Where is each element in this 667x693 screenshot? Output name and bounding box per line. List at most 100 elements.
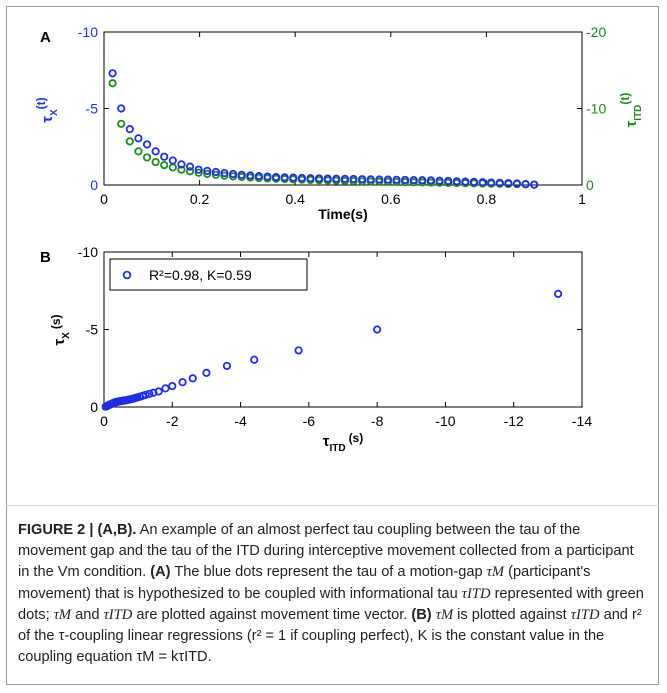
caption-tau-m-3: τM <box>435 606 454 623</box>
caption-text-4: represented with green dots; <box>18 585 644 623</box>
panel-a-point-x <box>314 174 324 183</box>
panel-a-y-right-tick-label: -10 <box>586 101 606 117</box>
panel-a-point-itd <box>142 153 152 162</box>
panel-a-y-right-label: τITD(t) <box>618 93 644 128</box>
panel-a-y-right-ticks: 0 -10 -20 <box>577 24 606 193</box>
panel-a-point-itd <box>108 79 117 88</box>
panel-a-point-x <box>452 177 461 186</box>
panel-a-point-x <box>289 173 298 182</box>
panel-b-point <box>178 378 187 387</box>
panel-b-y-ticks: 0 -5 -10 <box>78 244 582 415</box>
caption-text-6: are plotted against movement time vector… <box>136 606 408 623</box>
panel-a-x-label: Time(s) <box>318 206 368 222</box>
figure-caption: FIGURE 2 | (A,B). An example of an almos… <box>18 520 648 668</box>
panel-a-point-itd <box>220 171 229 180</box>
caption-text-1: An example of an almost perfect tau coup… <box>18 522 634 581</box>
caption-text-5: and <box>75 606 100 623</box>
panel-b-label: B <box>40 249 51 266</box>
panel-a-point-x <box>349 174 358 184</box>
panel-a-x-tick-label: 0.6 <box>381 191 401 207</box>
panel-a-point-itd <box>194 168 203 177</box>
panel-b-points <box>101 289 563 411</box>
panel-b-legend: R²=0.98, K=0.59 <box>109 258 308 291</box>
caption-tau-itd-2: τITD <box>103 606 133 623</box>
panel-b-point <box>553 289 563 298</box>
panel-a-point-x <box>271 172 281 182</box>
panel-a-y-left-tick-label: 0 <box>90 177 98 193</box>
panel-a-label: A <box>40 29 51 46</box>
panel-a-point-x <box>254 172 263 181</box>
panel-b-x-tick-label: -2 <box>166 413 179 429</box>
panel-b-point <box>250 355 259 364</box>
panel-a-point-x <box>332 174 341 183</box>
panel-b-point <box>373 325 382 334</box>
panel-a-point-x <box>512 179 522 188</box>
panel-b-x-tick-label: -6 <box>303 413 316 429</box>
panel-b-y-tick-label: 0 <box>90 399 98 415</box>
legend-marker <box>122 270 132 280</box>
panel-a-point-itd <box>168 163 177 172</box>
panel-a-point-itd <box>185 167 195 176</box>
caption-lead: FIGURE 2 | (A,B). <box>18 522 137 538</box>
panel-a-y-left-tick-label: -5 <box>86 101 99 117</box>
panel-b-x-tick-label: -14 <box>572 413 592 429</box>
panel-b-point <box>202 368 211 377</box>
panel-a-point-x <box>211 167 220 177</box>
panel-a-x-tick-label: 0.2 <box>190 191 210 207</box>
panel-a-point-itd <box>211 170 220 179</box>
panel-a-point-x <box>461 177 470 186</box>
panel-a-point-x <box>108 69 117 78</box>
panel-a-y-left-label: τX(t) <box>34 97 60 122</box>
panel-a-x-tick-label: 0.8 <box>477 191 497 207</box>
panel-a-point-x <box>220 168 229 178</box>
panel-b-x-tick-label: -10 <box>435 413 455 429</box>
panel-a-point-x <box>177 160 186 169</box>
panel-b-x-tick-label: -8 <box>371 413 384 429</box>
panel-a-point-x <box>392 175 401 184</box>
panel-a-point-x <box>151 147 160 156</box>
panel-b-x-tick-label: 0 <box>100 413 108 429</box>
panel-a-point-x <box>487 178 496 187</box>
panel-b-point <box>188 374 197 383</box>
panel-b-y-tick-label: -10 <box>78 244 98 260</box>
caption-tau-m-1: τM <box>486 564 505 581</box>
caption-tau-m-2: τM <box>53 606 72 623</box>
panel-a-point-x <box>375 175 384 184</box>
panel-a-point-x <box>401 175 410 185</box>
legend-text: R²=0.98, K=0.59 <box>149 267 252 283</box>
panel-a-point-x <box>160 152 169 161</box>
panel-a-point-itd <box>177 165 186 174</box>
panel-a-point-x <box>444 176 453 186</box>
panel-b: B 0 -2 -4 -6 -8 -10 -12 -14 0 -5 -10 R²=0.98, K=0… <box>40 244 592 454</box>
panel-a-point-x <box>194 165 203 174</box>
panel-a-point-x <box>469 177 479 187</box>
panel-a-point-x <box>117 104 126 113</box>
caption-text-2: The blue dots represent the tau of a mot… <box>174 564 483 581</box>
panel-a-point-x <box>228 169 238 179</box>
chart-svg: A 0 0.2 0.4 0.6 0.8 1 0-5-10 0-10-20 Time(s) … <box>34 24 644 454</box>
panel-a-point-x <box>246 171 255 180</box>
panel-a-y-left-tick-label: -10 <box>78 24 98 40</box>
panel-b-point <box>222 361 232 371</box>
panel-a-point-x <box>134 134 143 143</box>
panel-a-point-x <box>142 140 152 149</box>
panel-b-y-label: τX(s) <box>49 314 72 345</box>
caption-tau-itd-3: τITD <box>570 606 600 623</box>
panel-a-point-x <box>504 179 513 188</box>
figure-frame <box>6 6 659 685</box>
caption-divider <box>6 505 659 506</box>
panel-a-point-x <box>280 173 289 182</box>
caption-text-3: (participant's movement) that is hypothe… <box>18 564 591 602</box>
panel-a-point-x <box>203 166 212 176</box>
panel-a-point-x <box>263 172 272 181</box>
panel-a-point-itd <box>125 137 134 146</box>
panel-a-point-x <box>418 176 427 185</box>
panel-a-y-right-tick-label: -20 <box>586 24 606 40</box>
panel-a-point-x <box>306 174 315 183</box>
panel-a-x-tick-label: 1 <box>578 191 586 207</box>
panel-a-point-x <box>366 175 375 184</box>
caption-tau-itd-1: τITD <box>461 585 491 602</box>
panel-a-y-left-ticks: 0 -5 -10 <box>78 24 109 193</box>
panel-b-y-tick-label: -5 <box>86 322 99 338</box>
panel-b-point <box>294 346 303 355</box>
